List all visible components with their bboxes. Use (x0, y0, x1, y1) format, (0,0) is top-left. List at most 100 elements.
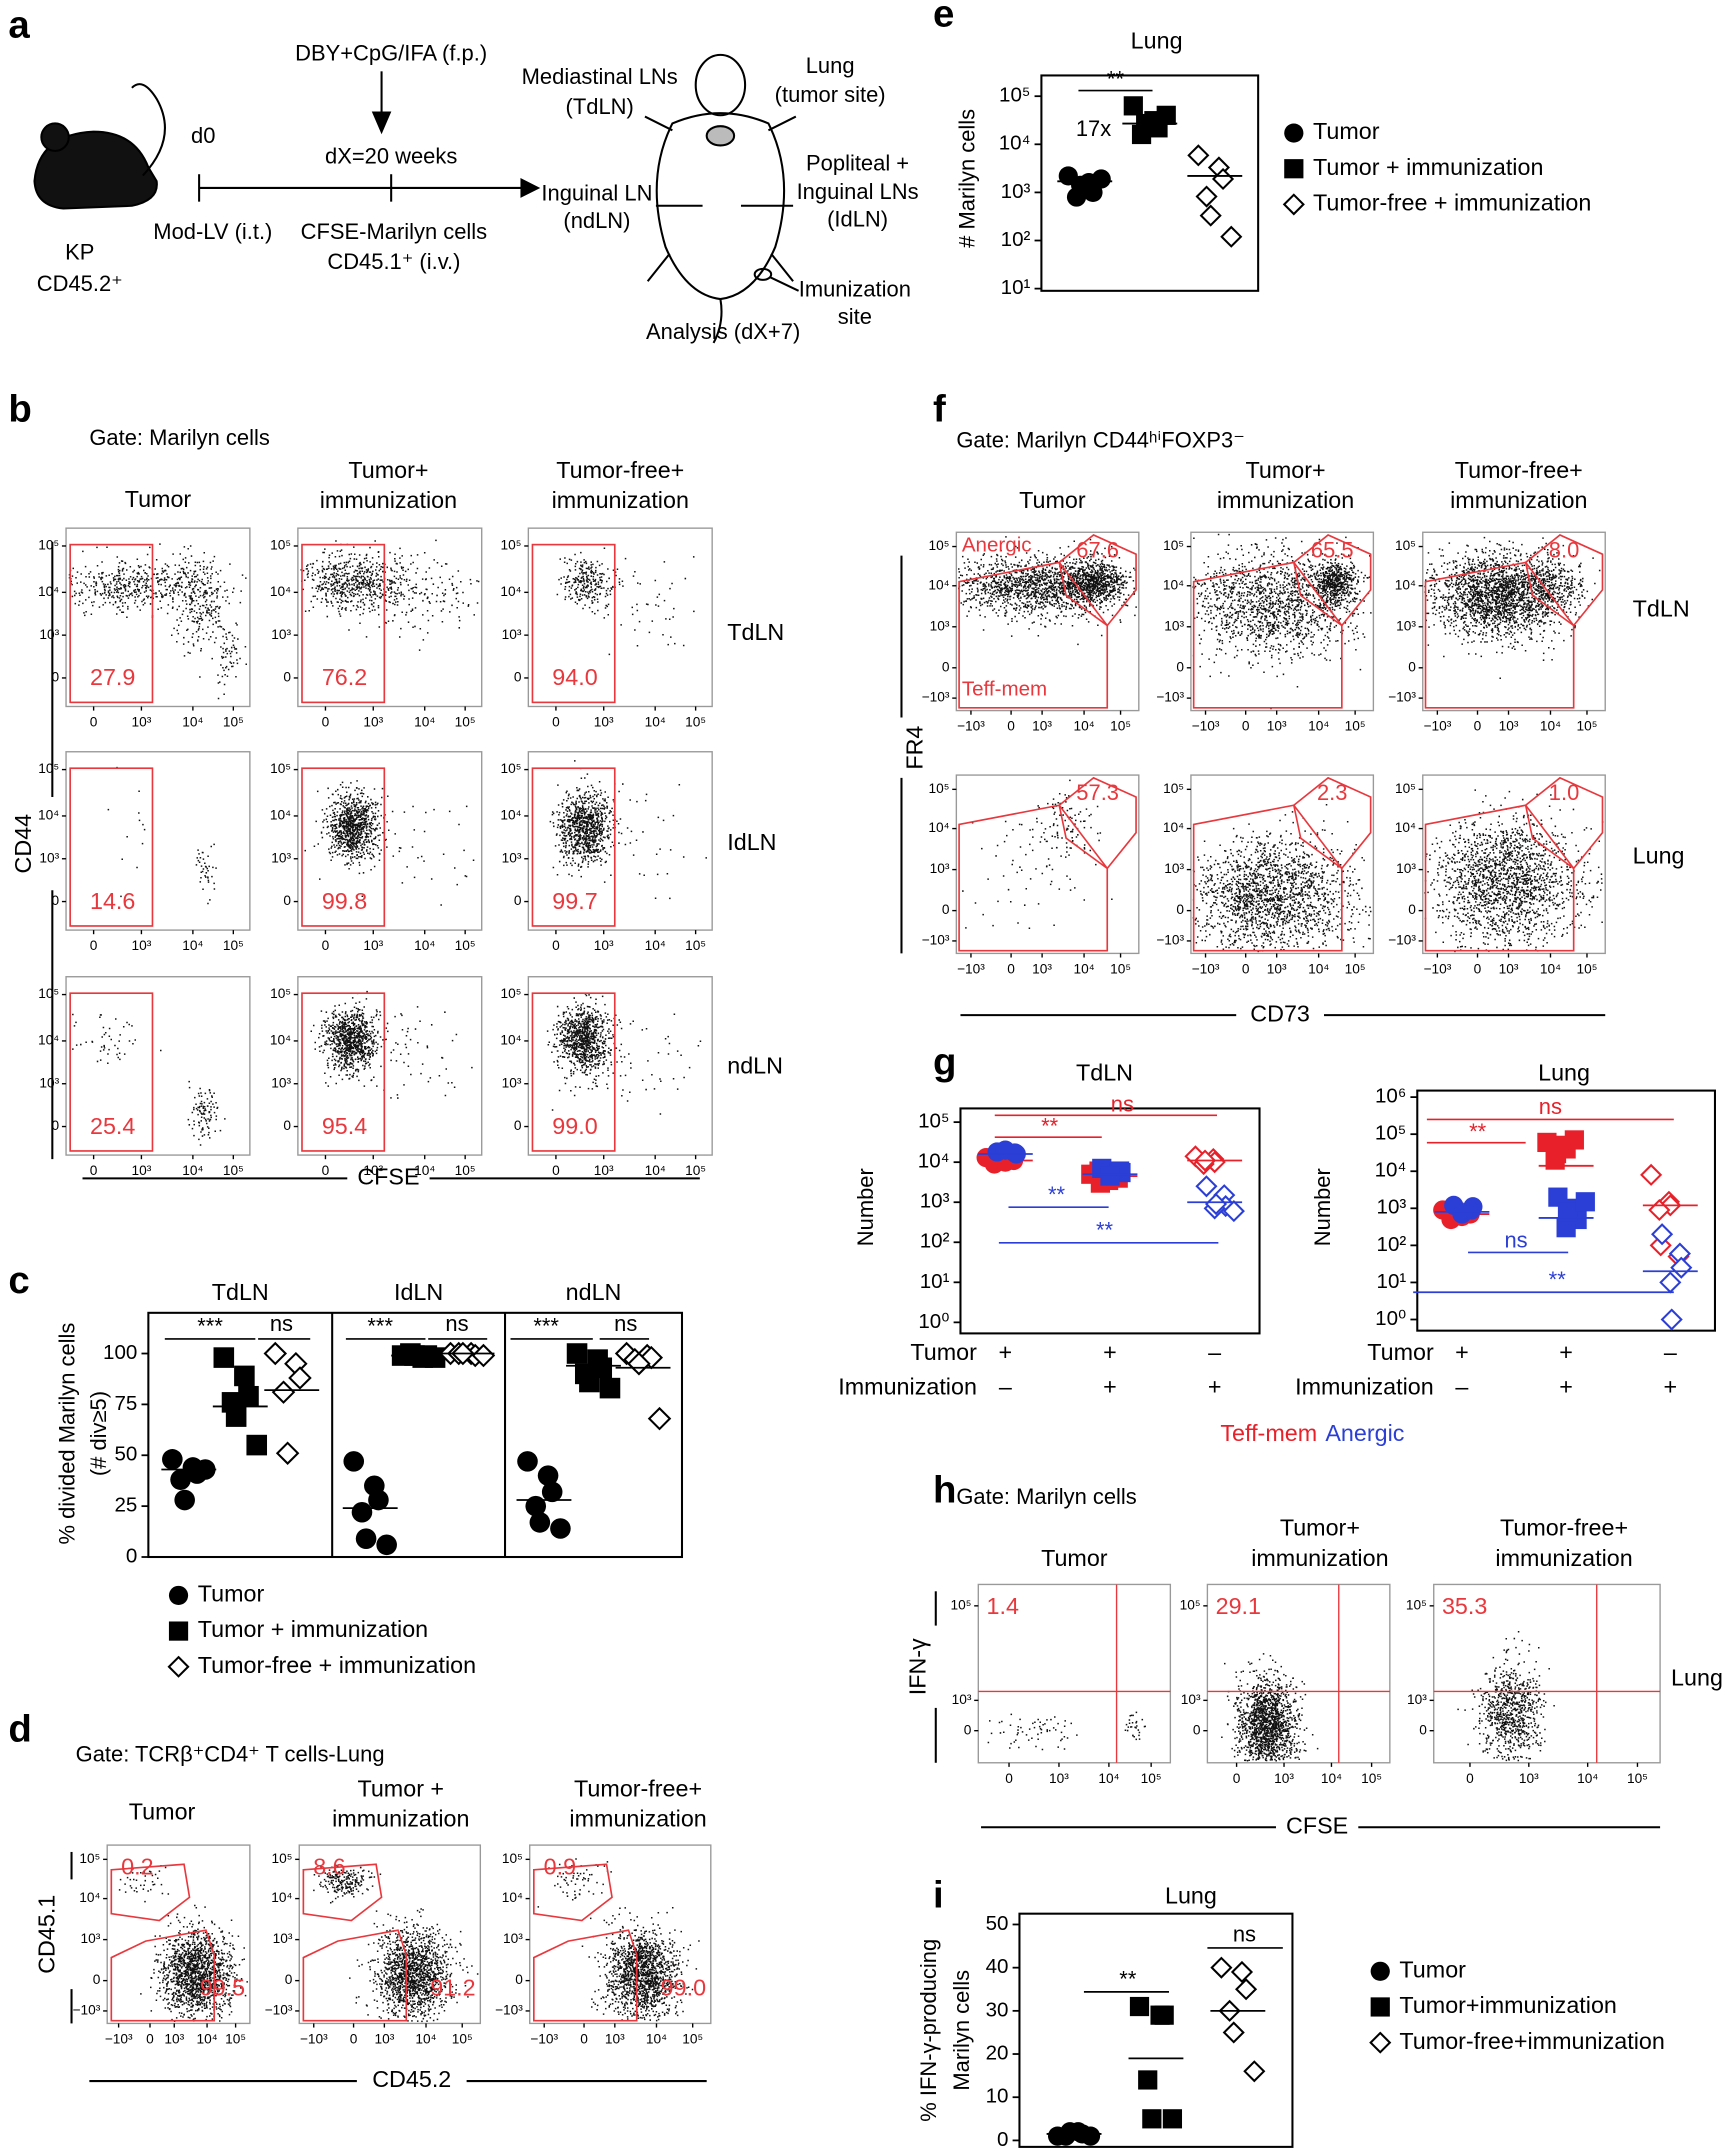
gate-label: Gate: Marilyn CD44ʰⁱFOXP3⁻ (956, 428, 1244, 453)
panel-letter: f (933, 388, 946, 431)
x-tick-label: 0 (1474, 961, 1482, 976)
data-point (1243, 2060, 1266, 2083)
y-tick-label: 10³ (81, 1931, 101, 1946)
y-tick-label: 10³ (502, 1075, 522, 1090)
gate (1192, 804, 1343, 952)
data-point (351, 1501, 373, 1523)
y-tick-label: 10¹ (1377, 1270, 1407, 1293)
lung-site (705, 125, 736, 147)
x-tick-label: 10³ (374, 2032, 394, 2047)
plot-frame (527, 976, 713, 1156)
x-tick-label: −10³ (957, 719, 985, 734)
y-tick-label: −10³ (1156, 690, 1184, 705)
x-tick-label: 10⁵ (1345, 961, 1366, 976)
event-dots (1221, 1653, 1319, 1762)
legend-label: Teff-mem (1220, 1420, 1317, 1446)
x-tick-label: −10³ (1192, 719, 1220, 734)
y-tick-label: 0 (93, 1972, 101, 1987)
y-tick-label: 10⁵ (38, 538, 59, 553)
schematic-label: Mod-LV (i.t.) (153, 219, 272, 244)
event-dots (1424, 536, 1601, 680)
y-tick-label: 10³ (1181, 1692, 1201, 1707)
y-tick-label: 0 (1408, 659, 1416, 674)
data-point (376, 1534, 397, 1556)
y-tick-label: −10³ (1156, 933, 1184, 948)
x-tick-label: 10³ (594, 938, 614, 953)
y-tick-label: −10³ (495, 2003, 523, 2018)
y-tick-label: 10⁵ (1180, 1597, 1201, 1612)
gate-value: 0.2 (121, 1854, 153, 1880)
x-tick-label: 10³ (1032, 719, 1052, 734)
panel-letter: g (933, 1041, 956, 1084)
data-point (170, 1469, 191, 1490)
group-row-label: Immunization (838, 1373, 977, 1399)
y-tick-label: 50 (115, 1443, 138, 1466)
y-tick-label: 10⁵ (1395, 538, 1416, 553)
gate (531, 543, 616, 704)
x-tick-label: 0 (350, 2032, 358, 2047)
data-point (995, 1140, 1015, 1160)
gate (1292, 534, 1372, 627)
gate-name: Teff-mem (962, 677, 1047, 700)
y-tick-label: 10⁵ (929, 781, 950, 796)
data-point (1100, 1166, 1120, 1186)
schematic-label: Inguinal LNs (797, 179, 919, 204)
x-tick-label: 10³ (164, 2032, 184, 2047)
plot-frame (65, 751, 251, 931)
gate (301, 767, 386, 927)
gate-value: 1.0 (1549, 780, 1580, 805)
data-point (1557, 1202, 1578, 1222)
x-tick-label: 10³ (1519, 1771, 1539, 1786)
column-header: Tumor (1019, 487, 1086, 513)
plot-frame (955, 531, 1140, 712)
x-tick-label: 0 (322, 1163, 330, 1178)
x-tick-label: 0 (1242, 719, 1250, 734)
y-tick-label: 10⁵ (270, 761, 291, 776)
y-tick-label: 10³ (1001, 180, 1031, 203)
x-tick-label: 10⁵ (1577, 719, 1598, 734)
axis-title: CD73 (1250, 1000, 1310, 1026)
group-sign: + (1559, 1373, 1573, 1399)
y-tick-label: 10⁴ (1395, 820, 1416, 835)
x-tick-label: 10⁴ (1308, 719, 1329, 734)
y-tick-label: 10⁰ (918, 1310, 949, 1333)
data-point (1640, 1163, 1663, 1186)
schematic-label: DBY+CpG/IFA (f.p.) (295, 41, 487, 66)
schematic-label: Analysis (dX+7) (646, 319, 800, 344)
gate (533, 1863, 613, 1922)
x-tick-label: 10⁴ (1098, 1771, 1119, 1786)
legend-label: Tumor + immunization (1313, 154, 1543, 180)
column-header: immunization (1495, 1545, 1632, 1571)
x-tick-label: 10⁴ (414, 1163, 435, 1178)
y-tick-label: 10³ (1396, 618, 1416, 633)
data-point (1651, 1223, 1674, 1246)
y-tick-label: 10³ (930, 861, 950, 876)
data-point (1670, 1256, 1693, 1279)
annotation: ns (445, 1311, 468, 1336)
data-point (627, 1351, 651, 1376)
event-dots (537, 1858, 700, 2022)
x-tick-label: 0 (552, 1163, 560, 1178)
plot-frame (527, 527, 713, 708)
data-point (174, 1489, 195, 1511)
axis-title: CFSE (357, 1164, 419, 1190)
y-tick-label: 0 (514, 893, 522, 908)
x-tick-label: 10³ (132, 715, 152, 730)
gate-value: 25.4 (90, 1113, 135, 1139)
row-label: IdLN (727, 829, 776, 855)
x-tick-label: 10⁴ (182, 715, 203, 730)
x-tick-label: 10⁵ (1345, 719, 1366, 734)
x-tick-label: 10⁴ (1308, 961, 1329, 976)
x-tick-label: 10⁴ (197, 2032, 218, 2047)
column-header: immunization (332, 1806, 469, 1832)
group-sign: + (1103, 1339, 1117, 1365)
gate-value: 8.0 (1549, 537, 1580, 562)
data-point (1142, 2109, 1162, 2129)
x-tick-label: 10⁴ (646, 2032, 667, 2047)
y-tick-label: 0 (283, 1118, 291, 1133)
x-tick-label: 10⁴ (1577, 1771, 1598, 1786)
group-row-label: Tumor (1367, 1339, 1434, 1365)
schematic-drawing (33, 53, 800, 344)
y-tick-label: 10³ (271, 627, 291, 642)
schematic-label: d0 (191, 123, 215, 148)
